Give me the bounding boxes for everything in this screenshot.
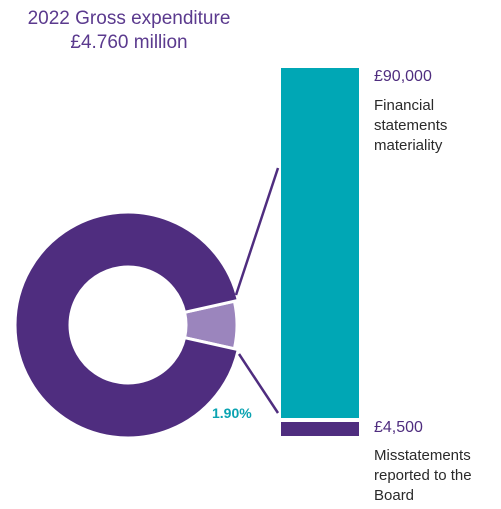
misstatements-description: Misstatements reported to the Board <box>374 446 472 506</box>
connector-line-top <box>234 167 280 296</box>
misstatements-label-line2: reported to the <box>374 467 472 484</box>
chart-title-line1: 2022 Gross expenditure <box>27 8 231 29</box>
materiality-description: Financial statements materiality <box>374 96 447 156</box>
donut-chart <box>13 210 241 440</box>
misstatements-amount: £4,500 <box>374 419 423 436</box>
connector-line-bottom <box>237 353 280 414</box>
stacked-bar <box>281 68 359 436</box>
materiality-label-line3: materiality <box>374 137 443 154</box>
misstatements-label-line1: Misstatements <box>374 447 471 464</box>
bar-segment-materiality <box>281 68 359 418</box>
misstatements-label-line3: Board <box>374 487 415 504</box>
materiality-label-line1: Financial <box>374 97 435 114</box>
materiality-amount: £90,000 <box>374 68 432 85</box>
bar-segment-misstatements <box>281 422 359 436</box>
slice-percentage-label: 1.90% <box>212 405 252 421</box>
materiality-label-line2: statements <box>374 117 448 134</box>
donut-slice-main <box>13 210 241 440</box>
chart-title-line2: £4.760 million <box>70 32 188 53</box>
